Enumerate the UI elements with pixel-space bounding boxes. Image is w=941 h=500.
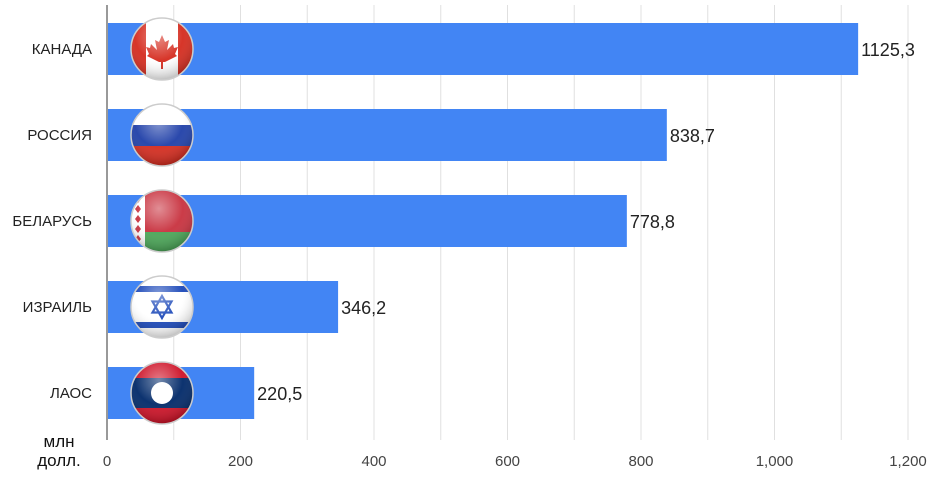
category-label: ИЗРАИЛЬ (23, 299, 92, 316)
value-label: 838,7 (670, 126, 715, 146)
unit-label: млн долл. (18, 432, 100, 470)
bar (108, 23, 859, 75)
category-label: КАНАДА (32, 41, 92, 58)
unit-label-line2: долл. (37, 451, 81, 470)
x-tick-label: 1,200 (889, 453, 927, 470)
canada-flag-icon (130, 17, 194, 81)
value-label: 778,8 (630, 212, 675, 232)
value-label: 220,5 (257, 384, 302, 404)
category-label: БЕЛАРУСЬ (12, 213, 92, 230)
x-tick-label: 1,000 (756, 453, 794, 470)
unit-label-line1: млн (43, 432, 75, 451)
x-tick-label: 0 (103, 453, 111, 470)
value-label: 346,2 (341, 298, 386, 318)
russia-flag-icon (130, 103, 194, 167)
category-label: ЛАОС (50, 385, 92, 402)
value-label: 1125,3 (861, 40, 915, 60)
israel-flag-icon (130, 275, 194, 339)
bar (108, 195, 627, 247)
laos-flag-icon (130, 361, 194, 425)
x-tick-label: 600 (495, 453, 520, 470)
x-tick-label: 800 (628, 453, 653, 470)
belarus-flag-icon (130, 189, 194, 253)
bar (108, 109, 667, 161)
x-tick-label: 200 (228, 453, 253, 470)
category-label: РОССИЯ (27, 127, 92, 144)
x-tick-label: 400 (361, 453, 386, 470)
